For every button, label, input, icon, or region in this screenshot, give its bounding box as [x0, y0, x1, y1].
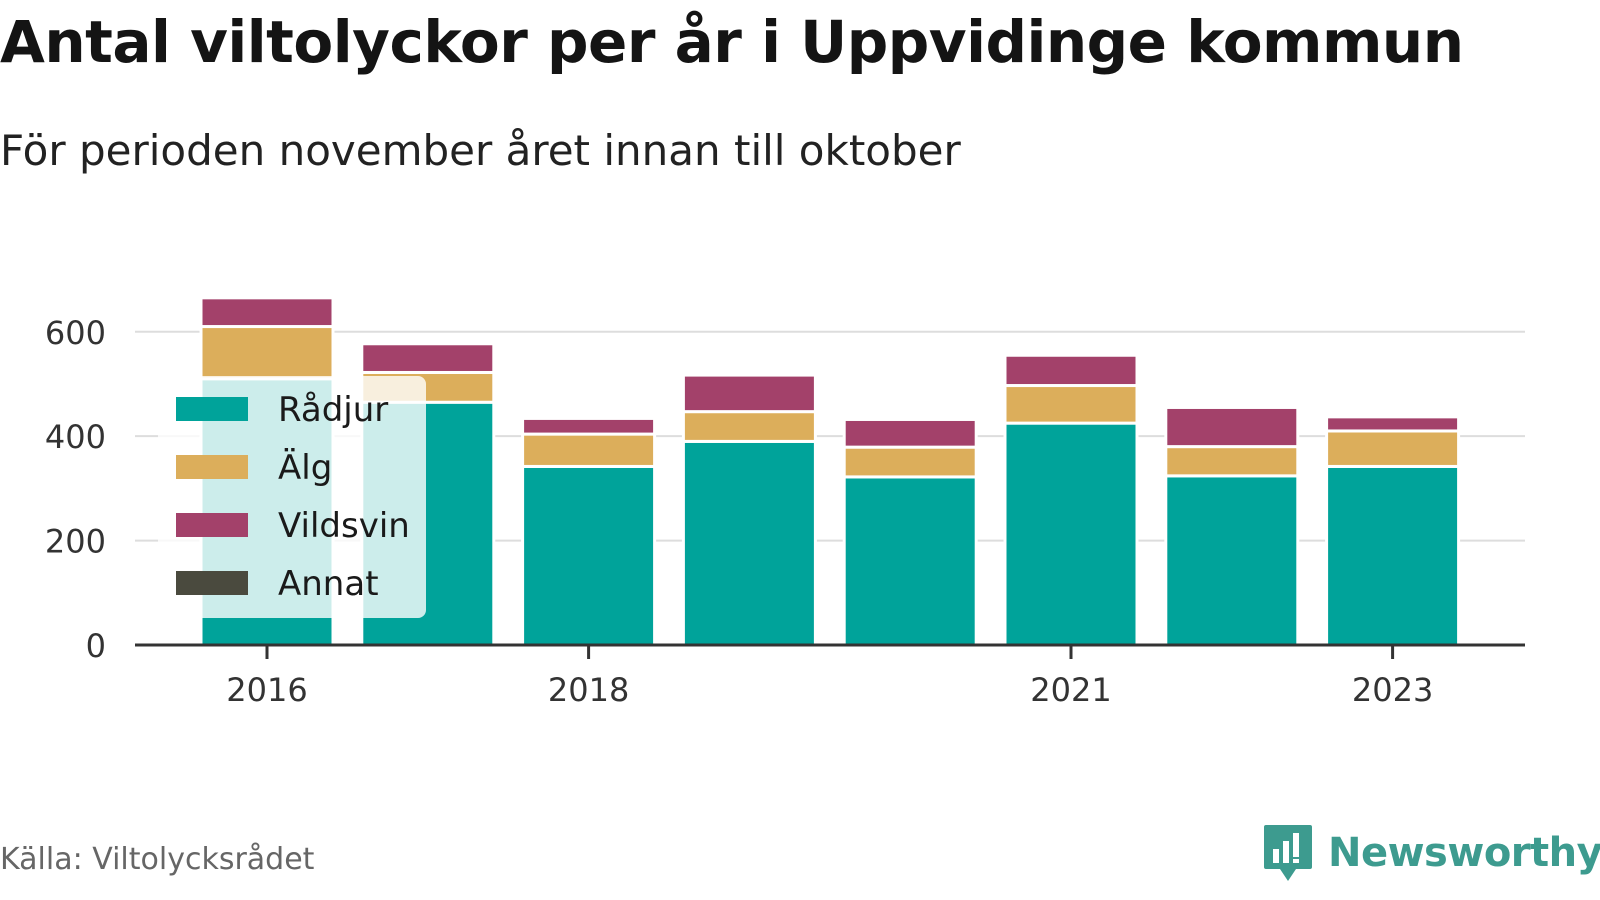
legend-label-vildsvin: Vildsvin [278, 506, 410, 546]
legend-label-annat: Annat [278, 564, 379, 604]
bar-segment-vildsvin [1164, 405, 1300, 449]
bar-segment-älg [521, 432, 657, 468]
brand-logo: Newsworthy [1262, 822, 1600, 884]
bar-segment-vildsvin [199, 296, 335, 329]
legend-swatch-rådjur [176, 397, 248, 421]
bar-segment-älg [681, 410, 817, 443]
bar-segment-rådjur [521, 464, 657, 647]
bar-segment-vildsvin [1325, 415, 1461, 433]
bar-segment-vildsvin [681, 373, 817, 414]
legend-box [158, 376, 426, 618]
chart-subtitle: För perioden november året innan till ok… [0, 126, 961, 175]
legend-swatch-annat [176, 571, 248, 595]
bar-segment-älg [199, 325, 335, 381]
bar-segment-älg [1164, 445, 1300, 478]
y-tick-label: 400 [45, 418, 106, 456]
legend-label-älg: Älg [278, 448, 332, 488]
bar-segment-vildsvin [842, 417, 978, 449]
x-tick-label: 2018 [548, 671, 629, 709]
y-tick-label: 600 [45, 314, 106, 352]
bar-segment-vildsvin [1003, 353, 1139, 388]
bar-segment-rådjur [1325, 464, 1461, 647]
bar-segment-rådjur [1164, 474, 1300, 647]
bar-segment-rådjur [1003, 421, 1139, 647]
legend-swatch-älg [176, 455, 248, 479]
legend-swatch-vildsvin [176, 513, 248, 537]
y-tick-label: 0 [86, 627, 106, 665]
bar-segment-rådjur [842, 475, 978, 647]
source-note: Källa: Viltolycksrådet [0, 842, 315, 877]
newsworthy-logo-icon [1264, 825, 1312, 881]
bar-segment-vildsvin [360, 342, 496, 374]
chart-title: Antal viltolyckor per år i Uppvidinge ko… [0, 8, 1464, 76]
x-tick-label: 2021 [1030, 671, 1111, 709]
bar-segment-älg [1003, 384, 1139, 425]
x-tick-label: 2016 [226, 671, 307, 709]
legend-label-rådjur: Rådjur [278, 390, 388, 430]
stacked-bar-chart: 0 200 400 600 2016 2018 2021 2023 Rådjur Älg Vild… [45, 296, 1525, 709]
bar-segment-älg [1325, 429, 1461, 468]
bar-segment-älg [842, 445, 978, 479]
bar-segment-rådjur [681, 439, 817, 647]
x-tick-label: 2023 [1352, 671, 1433, 709]
y-tick-label: 200 [45, 523, 106, 561]
brand-name: Newsworthy [1328, 830, 1600, 876]
bar-segment-vildsvin [521, 416, 657, 436]
